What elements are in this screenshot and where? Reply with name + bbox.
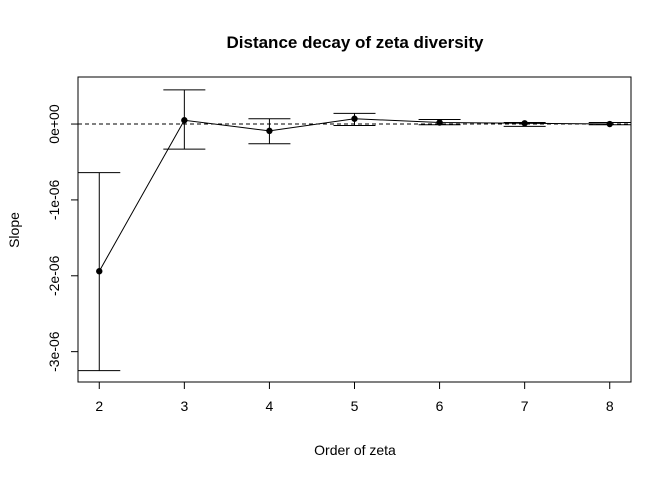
data-point [436,119,443,126]
y-tick-label: -1e-06 [46,179,62,220]
data-point [181,117,188,124]
y-tick-label: -2e-06 [46,255,62,296]
chart-title: Distance decay of zeta diversity [226,33,484,52]
x-axis-label: Order of zeta [314,442,396,458]
y-tick-label: -3e-06 [46,331,62,372]
y-axis-label: Slope [6,212,22,248]
x-tick-label: 8 [606,398,614,414]
data-point [351,115,358,122]
x-tick-label: 6 [436,398,444,414]
x-tick-label: 7 [521,398,529,414]
x-tick-label: 5 [351,398,359,414]
data-point [266,127,273,135]
data-point [606,120,613,128]
series-line [98,118,610,272]
x-tick-label: 4 [266,398,274,414]
data-point [96,268,103,275]
y-tick-label: 0e+00 [46,104,62,144]
plot-area: 2 3 4 5 6 7 8 -3e-06 -2e-06 -1e-06 0e+00 [46,76,632,414]
data-point [521,120,528,127]
x-tick-label: 2 [95,398,103,414]
x-tick-label: 3 [180,398,188,414]
